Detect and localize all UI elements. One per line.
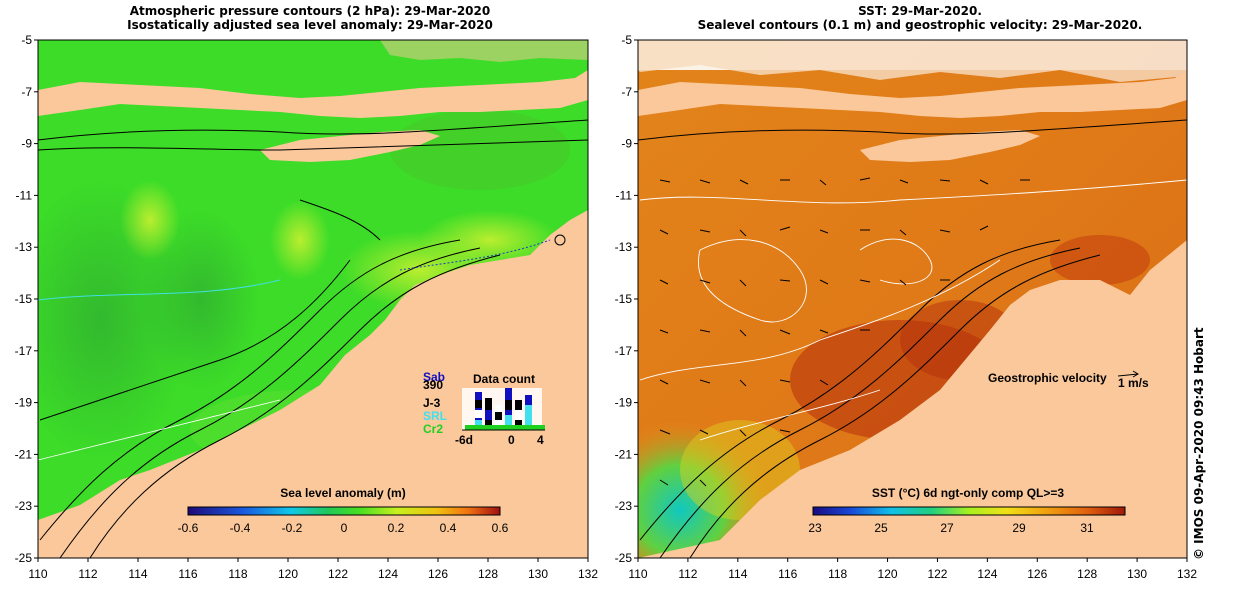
lon-tick-label: 116 — [178, 567, 197, 581]
sla-colorbar: Sea level anomaly (m) -0.6 -0.4 -0.2 0 0… — [178, 486, 509, 535]
lon-tick-label: 124 — [977, 567, 997, 581]
sla-cbar-tick: 0.2 — [388, 521, 405, 535]
lat-tick-label: -21 — [615, 447, 633, 461]
java-islands — [38, 70, 588, 118]
lat-tick-label: -5 — [21, 33, 32, 47]
left-title-line2: Isostatically adjusted sea level anomaly… — [127, 18, 493, 32]
lon-tick-label: 112 — [78, 567, 97, 581]
lon-tick-label: 130 — [528, 567, 548, 581]
left-map-axes: 110 112 114 116 118 120 122 124 126 128 130 132 -5 -7… — [15, 33, 599, 581]
lat-tick-label: -21 — [15, 447, 33, 461]
lon-tick-label: 126 — [1027, 567, 1047, 581]
velocity-legend-label: Geostrophic velocity — [988, 371, 1107, 385]
java-islands — [638, 70, 1187, 118]
sat-label-cr2: Cr2 — [423, 422, 443, 436]
lon-tick-label: 120 — [278, 567, 298, 581]
velocity-scale-label: 1 m/s — [1118, 376, 1149, 390]
lon-tick-label: 122 — [927, 567, 947, 581]
sat-label-390: 390 — [423, 378, 443, 392]
sst-cbar-tick: 25 — [874, 521, 888, 535]
lon-tick-label: 132 — [1177, 567, 1197, 581]
lon-tick-label: 112 — [678, 567, 697, 581]
sla-cbar-tick: -0.2 — [282, 521, 303, 535]
sla-cbar-tick: -0.6 — [178, 521, 199, 535]
sst-colorbar-label: SST (°C) 6d ngt-only comp QL>=3 — [872, 486, 1064, 500]
lat-tick-label: -5 — [621, 33, 632, 47]
data-count-bars — [462, 388, 545, 431]
lat-tick-label: -15 — [615, 292, 633, 306]
count-axis-tick-zero: 0 — [508, 433, 515, 447]
sla-map — [38, 40, 588, 558]
count-axis-tick-start: -6d — [455, 433, 473, 447]
velocity-scale-arrow — [1117, 373, 1139, 377]
lon-tick-label: 116 — [778, 567, 797, 581]
lon-tick-label: 130 — [1127, 567, 1147, 581]
sla-colorbar-label: Sea level anomaly (m) — [280, 486, 405, 500]
sla-cbar-tick: -0.4 — [230, 521, 251, 535]
left-title-line1: Atmospheric pressure contours (2 hPa): 2… — [129, 4, 491, 18]
sla-cbar-tick: 0.4 — [440, 521, 457, 535]
timor-island — [260, 130, 440, 162]
data-count-inset: Data count Sab 390 J-3 SRL Cr2 -6d 0 4 — [423, 370, 545, 447]
lat-tick-label: -25 — [15, 551, 33, 565]
sst-map — [638, 40, 1187, 558]
lon-tick-label: 110 — [28, 567, 47, 581]
lat-tick-label: -11 — [616, 188, 633, 202]
lat-tick-label: -23 — [615, 499, 633, 513]
lon-tick-label: 128 — [1077, 567, 1097, 581]
velocity-arrows — [659, 177, 1030, 487]
sla-cbar-tick: 0 — [341, 521, 348, 535]
lat-tick-label: -9 — [621, 137, 632, 151]
lat-tick-label: -17 — [15, 344, 33, 358]
sat-label-sab: Sab — [423, 370, 445, 384]
sla-cbar-tick: 0.6 — [492, 521, 509, 535]
lon-tick-label: 120 — [878, 567, 898, 581]
sst-cbar-tick: 31 — [1080, 521, 1094, 535]
lon-tick-label: 132 — [578, 567, 598, 581]
timor-island — [860, 130, 1040, 162]
sst-colorbar-gradient — [812, 506, 1126, 516]
lat-tick-label: -19 — [615, 396, 633, 410]
lon-tick-label: 128 — [478, 567, 498, 581]
sat-label-srl: SRL — [423, 409, 447, 423]
lat-tick-label: -11 — [16, 188, 33, 202]
imos-credit: © IMOS 09-Apr-2020 09:43 Hobart — [1192, 327, 1206, 560]
lon-tick-label: 118 — [228, 567, 247, 581]
sst-cbar-tick: 23 — [808, 521, 822, 535]
count-axis-tick-end: 4 — [537, 433, 544, 447]
lat-tick-label: -7 — [621, 85, 632, 99]
sst-cbar-tick: 29 — [1012, 521, 1026, 535]
left-map-title: Atmospheric pressure contours (2 hPa): 2… — [110, 4, 510, 32]
lon-tick-label: 124 — [378, 567, 398, 581]
lon-tick-label: 118 — [828, 567, 847, 581]
sst-colorbar: SST (°C) 6d ngt-only comp QL>=3 23 25 27… — [808, 486, 1126, 535]
right-title-line2: Sealevel contours (0.1 m) and geostrophi… — [697, 18, 1143, 32]
lon-tick-label: 114 — [128, 567, 147, 581]
lon-tick-label: 126 — [428, 567, 448, 581]
lat-tick-label: -17 — [615, 344, 633, 358]
lon-tick-label: 122 — [328, 567, 348, 581]
right-map-axes: 110 112 114 116 118 120 122 124 126 128 130 132 -5 -7… — [615, 33, 1198, 581]
australia-landmass — [638, 240, 1187, 558]
velocity-legend: Geostrophic velocity 1 m/s — [988, 370, 1149, 390]
lat-tick-label: -19 — [15, 396, 33, 410]
right-map-title: SST: 29-Mar-2020. Sealevel contours (0.1… — [640, 4, 1200, 32]
sst-cbar-tick: 27 — [940, 521, 954, 535]
lat-tick-label: -15 — [15, 292, 33, 306]
lat-tick-label: -7 — [21, 85, 32, 99]
sla-colorbar-gradient — [187, 506, 501, 516]
lat-tick-label: -13 — [15, 240, 33, 254]
lat-tick-label: -25 — [615, 551, 633, 565]
lat-tick-label: -13 — [615, 240, 633, 254]
lon-tick-label: 110 — [628, 567, 647, 581]
lon-tick-label: 114 — [728, 567, 747, 581]
data-count-title: Data count — [473, 372, 535, 386]
lat-tick-label: -9 — [21, 137, 32, 151]
lat-tick-label: -23 — [15, 499, 33, 513]
australia-landmass — [38, 210, 588, 558]
sat-label-j3: J-3 — [423, 396, 441, 410]
right-title-line1: SST: 29-Mar-2020. — [858, 4, 982, 18]
